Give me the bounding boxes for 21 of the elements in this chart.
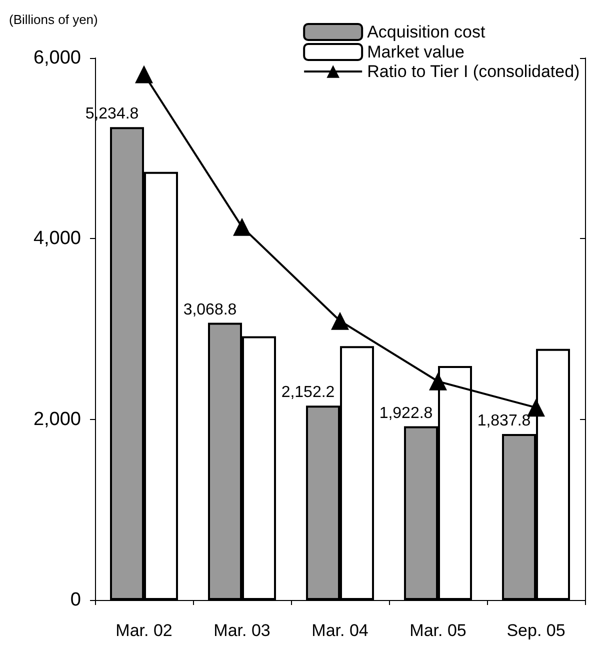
x-tick-label: Mar. 02 [116, 621, 172, 640]
legend-label: Ratio to Tier I (consolidated) [367, 62, 580, 81]
y-tick-label: 6,000 [33, 48, 81, 68]
x-tick-label: Sep. 05 [506, 621, 566, 640]
data-label: 1,922.8 [379, 404, 433, 422]
x-tick-label: Mar. 03 [214, 621, 270, 640]
x-tick-label: Mar. 04 [312, 621, 368, 640]
data-label: 2,152.2 [281, 384, 335, 402]
y-axis-title: (Billions of yen) [9, 12, 98, 27]
y-tick-label: 2,000 [33, 408, 81, 430]
point [429, 372, 447, 390]
y-tick-label: 4,000 [33, 228, 81, 250]
legend-label: Acquisition cost [367, 22, 486, 42]
data-label: 1,837.8 [477, 412, 531, 430]
point [233, 218, 251, 236]
x-tick-label: Mar. 05 [410, 621, 466, 640]
point [331, 312, 349, 330]
point [135, 65, 153, 84]
y-tick-label: 0 [70, 590, 81, 610]
data-label: 3,068.8 [183, 301, 237, 318]
legend-label: Market value [367, 42, 464, 62]
